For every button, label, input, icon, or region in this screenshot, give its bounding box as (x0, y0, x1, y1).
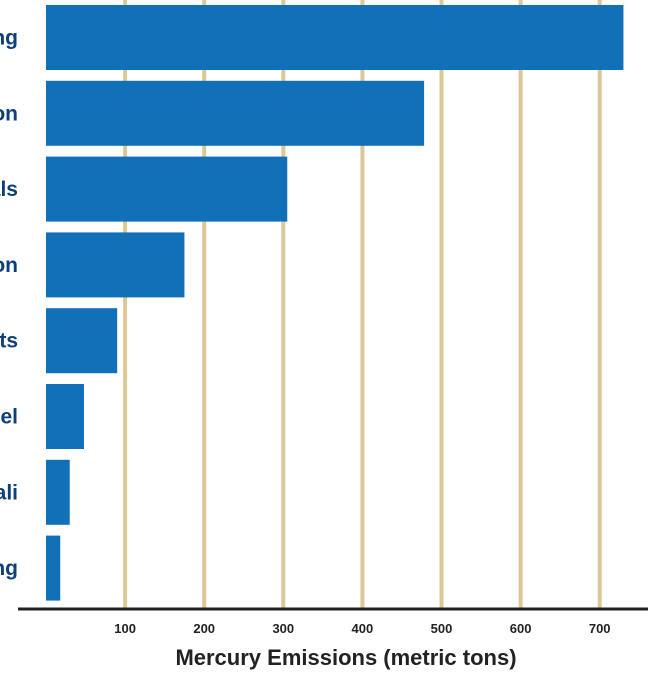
category-label: cts (0, 330, 18, 353)
x-tick-label: 300 (272, 621, 294, 636)
bar (46, 535, 61, 601)
category-label: als (0, 178, 18, 201)
category-label: eel (0, 406, 18, 429)
category-label: ali (0, 481, 18, 504)
bar (46, 384, 84, 449)
bar (46, 308, 118, 374)
bars (46, 5, 624, 601)
x-tick-label: 100 (114, 621, 136, 636)
category-label: ng (0, 27, 18, 50)
category-label: on (0, 102, 18, 125)
x-tick-label: 600 (510, 621, 532, 636)
bar (46, 156, 288, 222)
x-tick-label: 400 (352, 621, 374, 636)
bar (46, 5, 624, 70)
bar (46, 80, 425, 146)
category-label: on (0, 254, 18, 277)
x-tick-labels: 100 200 300 400 500 600 700 (114, 621, 610, 636)
x-tick-label: 200 (193, 621, 215, 636)
bar (46, 459, 70, 525)
category-labels: ng on als on cts eel ali ng (0, 27, 18, 581)
bar (46, 232, 185, 298)
category-label: ng (0, 557, 18, 580)
x-axis-title: Mercury Emissions (metric tons) (175, 645, 516, 670)
x-tick-label: 700 (589, 621, 611, 636)
x-tick-label: 500 (431, 621, 453, 636)
